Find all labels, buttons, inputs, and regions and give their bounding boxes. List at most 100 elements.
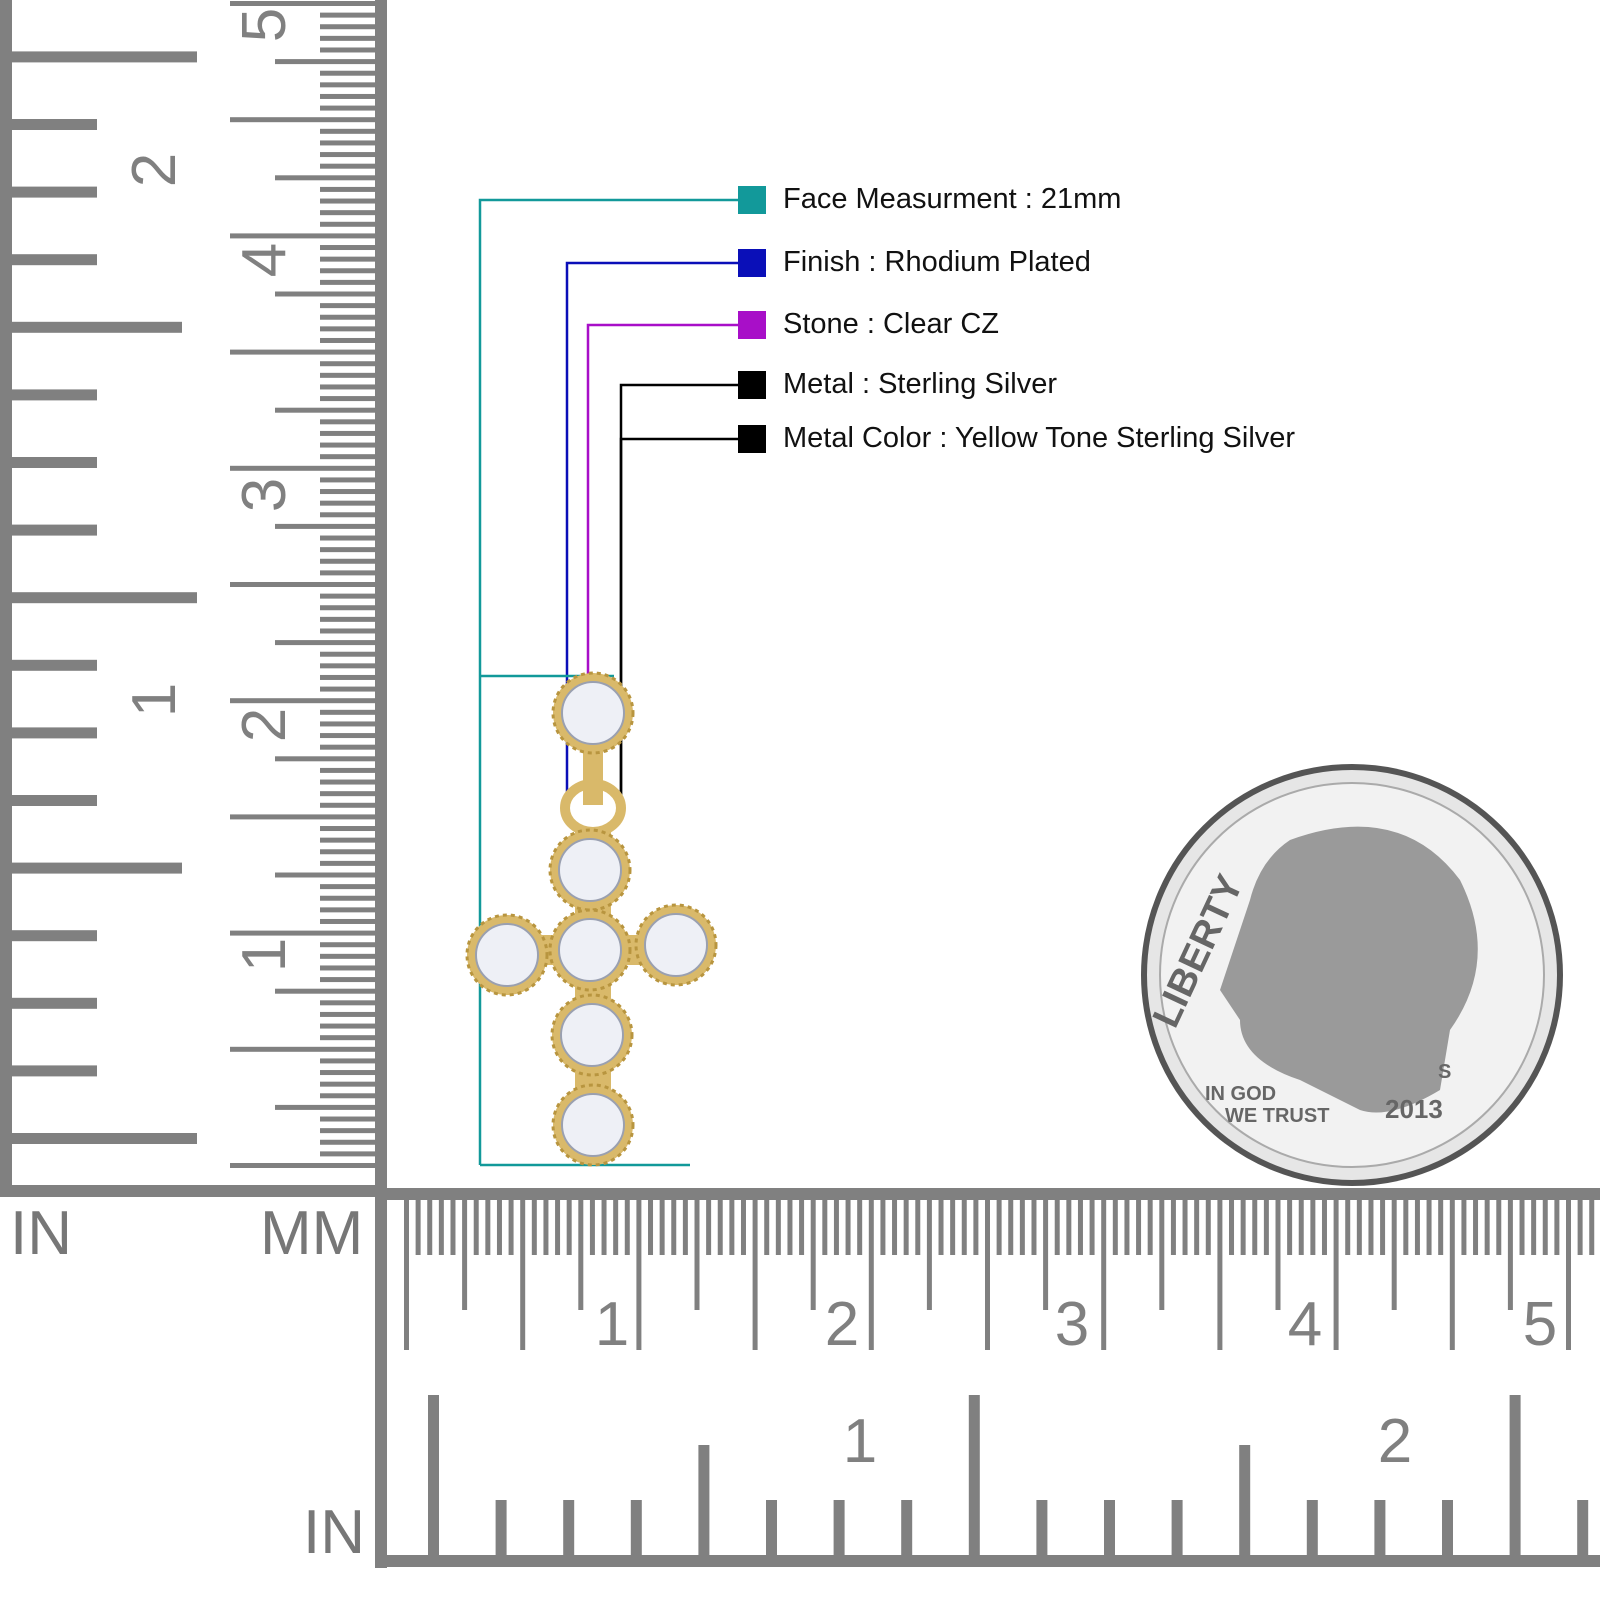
inch-tick — [901, 1500, 913, 1555]
mm-tick — [903, 1200, 909, 1255]
mm-tick — [320, 372, 375, 378]
left-inch-label: IN — [10, 1199, 72, 1268]
legend-item: Metal Color : Yellow Tone Sterling Silve… — [783, 422, 1296, 454]
mm-tick — [275, 59, 375, 65]
leader-line — [619, 383, 740, 810]
leader-line — [619, 437, 740, 810]
mm-tick — [682, 1200, 688, 1255]
mm-tick — [613, 1200, 619, 1255]
mm-tick — [320, 24, 375, 30]
mm-tick — [938, 1200, 944, 1255]
mm-tick — [543, 1200, 549, 1255]
mm-tick — [1101, 1200, 1107, 1350]
mm-tick — [415, 1200, 421, 1255]
mm-tick — [275, 523, 375, 529]
mm-tick — [230, 814, 375, 820]
mm-tick — [275, 1104, 375, 1110]
ruler-labels: 1 2 1 2 3 4 5 1 2 3 4 5 1 2 — [120, 8, 1557, 1476]
inch-tick — [12, 862, 182, 874]
mm-tick — [320, 593, 375, 599]
leader-line — [565, 261, 740, 810]
bottom-cm-number: 1 — [595, 1290, 629, 1359]
mm-tick — [1380, 1200, 1386, 1255]
inch-tick — [968, 1395, 980, 1555]
mm-tick — [275, 175, 375, 181]
coin-motto-1: IN GOD — [1205, 1083, 1276, 1105]
mm-tick — [230, 1, 375, 6]
legend-swatch — [738, 371, 766, 399]
mm-tick — [230, 930, 375, 936]
bottom-inch-number: 2 — [1378, 1407, 1412, 1476]
mm-tick — [320, 965, 375, 971]
mm-tick — [320, 802, 375, 808]
inch-tick — [12, 321, 182, 333]
legend-item: Finish : Rhodium Plated — [783, 246, 1091, 278]
mm-tick — [320, 105, 375, 111]
mm-tick — [822, 1200, 828, 1255]
mm-tick — [320, 512, 375, 518]
inch-tick — [495, 1500, 507, 1555]
inch-tick — [12, 457, 97, 468]
mm-tick — [320, 12, 375, 18]
mm-tick — [1240, 1200, 1246, 1255]
mm-tick — [566, 1200, 572, 1255]
inch-tick — [1509, 1395, 1521, 1555]
left-cm-number: 3 — [230, 478, 299, 512]
mm-tick — [996, 1200, 1002, 1255]
mm-tick — [320, 767, 375, 773]
coin-portrait — [1220, 826, 1478, 1113]
mm-tick — [985, 1200, 990, 1350]
inch-tick — [12, 186, 97, 198]
inch-tick — [12, 524, 97, 536]
mm-tick — [320, 1011, 375, 1017]
leader-line — [478, 198, 740, 1165]
mm-tick — [1356, 1200, 1362, 1255]
mm-tick — [1449, 1200, 1455, 1350]
legend-swatch — [738, 311, 766, 339]
bottom-cm-number: 3 — [1055, 1290, 1089, 1359]
mm-tick — [320, 558, 375, 564]
mm-tick — [868, 1200, 874, 1350]
inch-tick — [1239, 1445, 1251, 1555]
mm-tick — [320, 384, 375, 390]
mm-tick — [230, 233, 375, 239]
mm-tick — [320, 918, 375, 924]
mm-tick — [1182, 1200, 1188, 1255]
inch-tick — [12, 119, 97, 130]
mm-tick — [230, 1163, 375, 1168]
mm-tick — [320, 93, 375, 99]
mm-tick — [427, 1200, 433, 1255]
cz-stone — [558, 918, 622, 982]
cz-stone — [561, 1093, 625, 1157]
mm-tick — [320, 907, 375, 913]
cz-stone — [561, 681, 625, 745]
mm-tick — [320, 721, 375, 727]
mm-tick — [1089, 1200, 1095, 1255]
mm-tick — [320, 442, 375, 448]
mm-tick — [320, 628, 375, 634]
mm-tick — [320, 221, 375, 227]
mm-tick — [320, 430, 375, 436]
inch-tick — [630, 1500, 642, 1555]
mm-tick — [320, 1000, 375, 1006]
bottom-cm-number: 2 — [825, 1290, 859, 1359]
mm-tick — [320, 500, 375, 506]
mm-tick — [1473, 1200, 1479, 1255]
left-mm-label: MM — [260, 1199, 364, 1268]
mm-tick — [496, 1200, 502, 1255]
mm-tick — [1287, 1200, 1293, 1255]
bottom-cm-number: 5 — [1523, 1290, 1557, 1359]
mm-tick — [320, 744, 375, 750]
mm-tick — [320, 709, 375, 715]
leader-line — [586, 323, 740, 715]
bottom-ruler — [375, 1188, 1600, 1568]
mm-tick — [320, 1139, 375, 1145]
legend-swatch — [738, 186, 766, 214]
mm-tick — [1205, 1200, 1211, 1255]
mm-tick — [915, 1200, 921, 1255]
bottom-inch-number: 1 — [843, 1407, 877, 1476]
mm-tick — [320, 791, 375, 797]
mm-tick — [320, 419, 375, 425]
coin-mint: S — [1438, 1061, 1451, 1083]
mm-tick — [508, 1200, 514, 1255]
